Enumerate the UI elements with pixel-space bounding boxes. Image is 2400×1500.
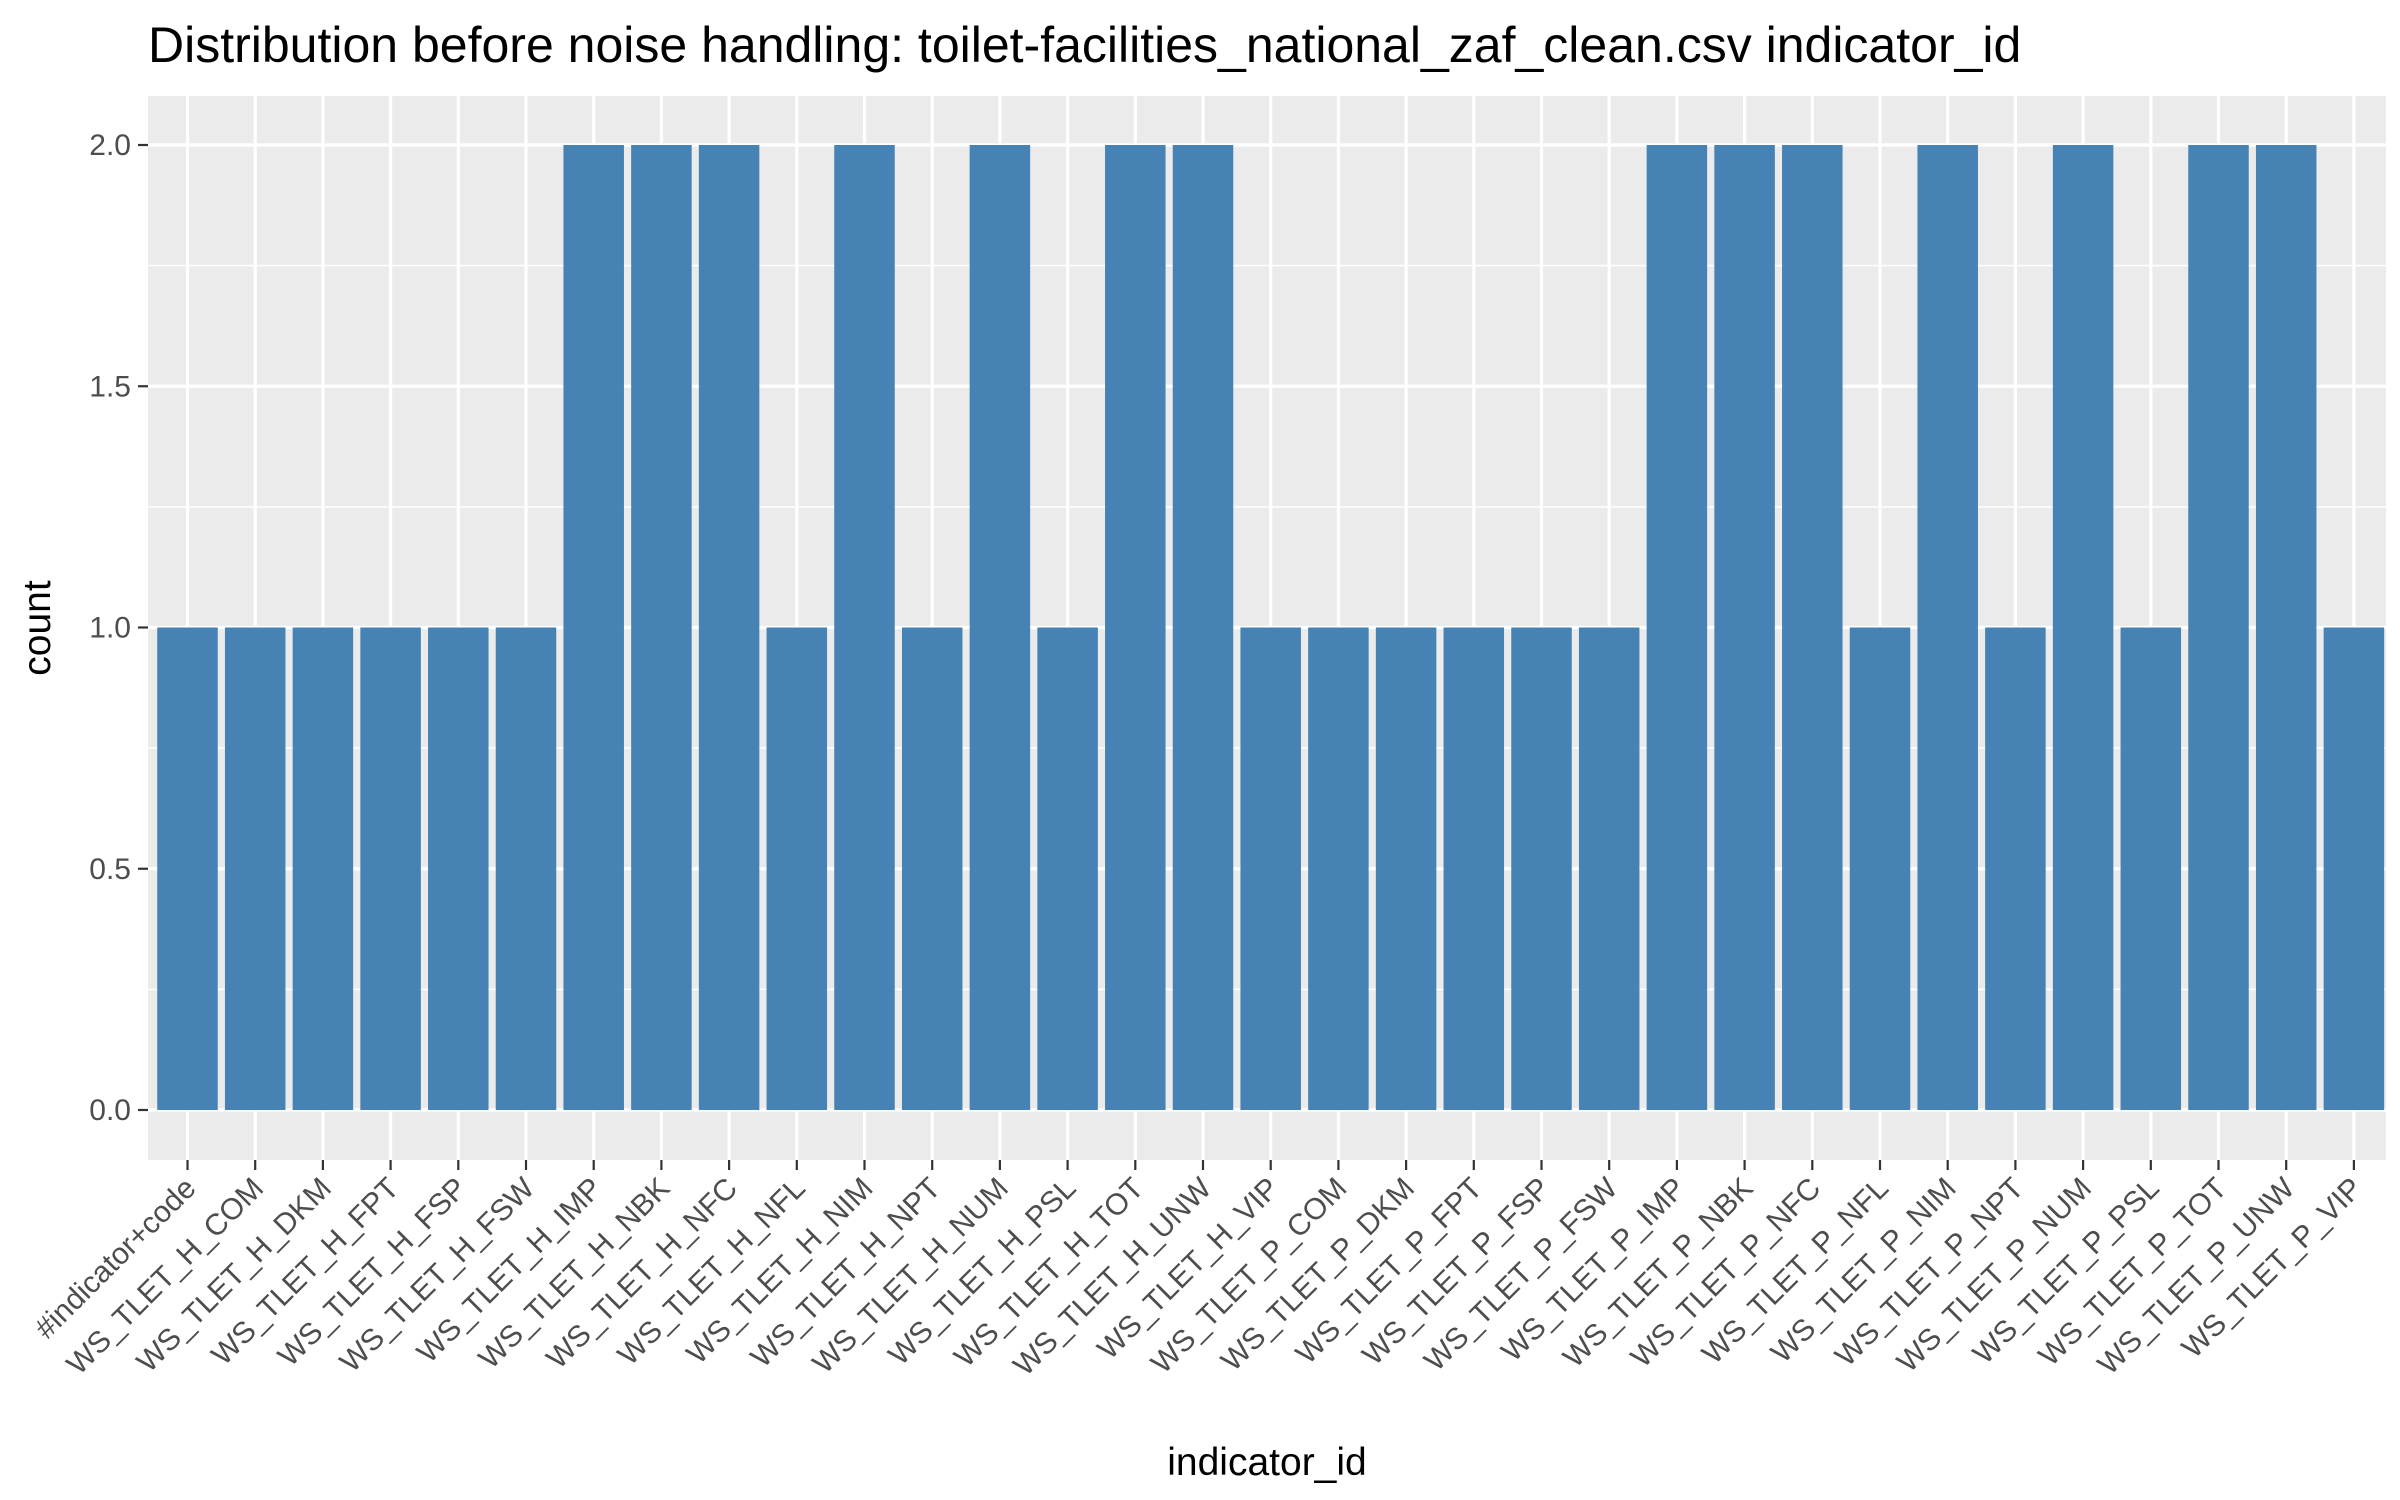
bar-ws-tlet-p-dkm <box>1375 627 1437 1110</box>
y-tick-label: 0.5 <box>89 853 131 886</box>
bar-ws-tlet-p-vip <box>2323 627 2385 1110</box>
bar-ws-tlet-h-fsp <box>428 627 489 1110</box>
bar-ws-tlet-p-fpt <box>1443 627 1505 1110</box>
bar-ws-tlet-p-nim <box>1917 145 1978 1110</box>
bar-ws-tlet-p-nbk <box>1714 145 1775 1110</box>
x-axis-title: indicator_id <box>1167 1441 1366 1484</box>
y-axis: 0.0 0.5 1.0 1.5 2.0 <box>89 129 148 1127</box>
bar-ws-tlet-h-fpt <box>360 627 421 1110</box>
chart-title: Distribution before noise handling: toil… <box>148 17 2021 73</box>
bar-ws-tlet-h-vip <box>1240 627 1301 1110</box>
y-tick-label: 1.5 <box>89 370 131 403</box>
bar-ws-tlet-h-nim <box>834 145 895 1110</box>
bar-ws-tlet-p-num <box>2052 145 2114 1110</box>
bar-ws-tlet-h-fsw <box>495 627 557 1110</box>
bars <box>157 145 2385 1110</box>
bar-ws-tlet-h-com <box>224 627 286 1110</box>
bar--indicator-code <box>157 627 218 1110</box>
y-axis-title: count <box>16 580 59 676</box>
bar-ws-tlet-h-dkm <box>292 627 354 1110</box>
bar-ws-tlet-p-nfc <box>1782 145 1843 1110</box>
x-axis: #indicator+codeWS_TLET_H_COMWS_TLET_H_DK… <box>29 1160 2369 1382</box>
bar-ws-tlet-h-num <box>969 145 1031 1110</box>
bar-ws-tlet-p-npt <box>1985 627 2046 1110</box>
y-tick-label: 1.0 <box>89 612 131 645</box>
y-tick-label: 0.0 <box>89 1094 131 1127</box>
bar-ws-tlet-p-nfl <box>1849 627 1911 1110</box>
bar-ws-tlet-p-psl <box>2120 627 2182 1110</box>
bar-ws-tlet-p-unw <box>2255 145 2317 1110</box>
bar-ws-tlet-h-npt <box>901 627 963 1110</box>
bar-ws-tlet-p-fsw <box>1578 627 1640 1110</box>
bar-ws-tlet-h-unw <box>1172 145 1234 1110</box>
y-tick-label: 2.0 <box>89 129 131 162</box>
bar-ws-tlet-h-imp <box>563 145 624 1110</box>
bar-ws-tlet-p-fsp <box>1511 627 1572 1110</box>
bar-ws-tlet-h-nfc <box>698 145 760 1110</box>
bar-ws-tlet-h-tot <box>1105 145 1166 1110</box>
bar-ws-tlet-p-tot <box>2188 145 2249 1110</box>
bar-ws-tlet-p-imp <box>1646 145 1708 1110</box>
bar-ws-tlet-h-psl <box>1037 627 1098 1110</box>
bar-ws-tlet-h-nfl <box>766 627 828 1110</box>
bar-ws-tlet-p-com <box>1308 627 1369 1110</box>
bar-ws-tlet-h-nbk <box>631 145 692 1110</box>
